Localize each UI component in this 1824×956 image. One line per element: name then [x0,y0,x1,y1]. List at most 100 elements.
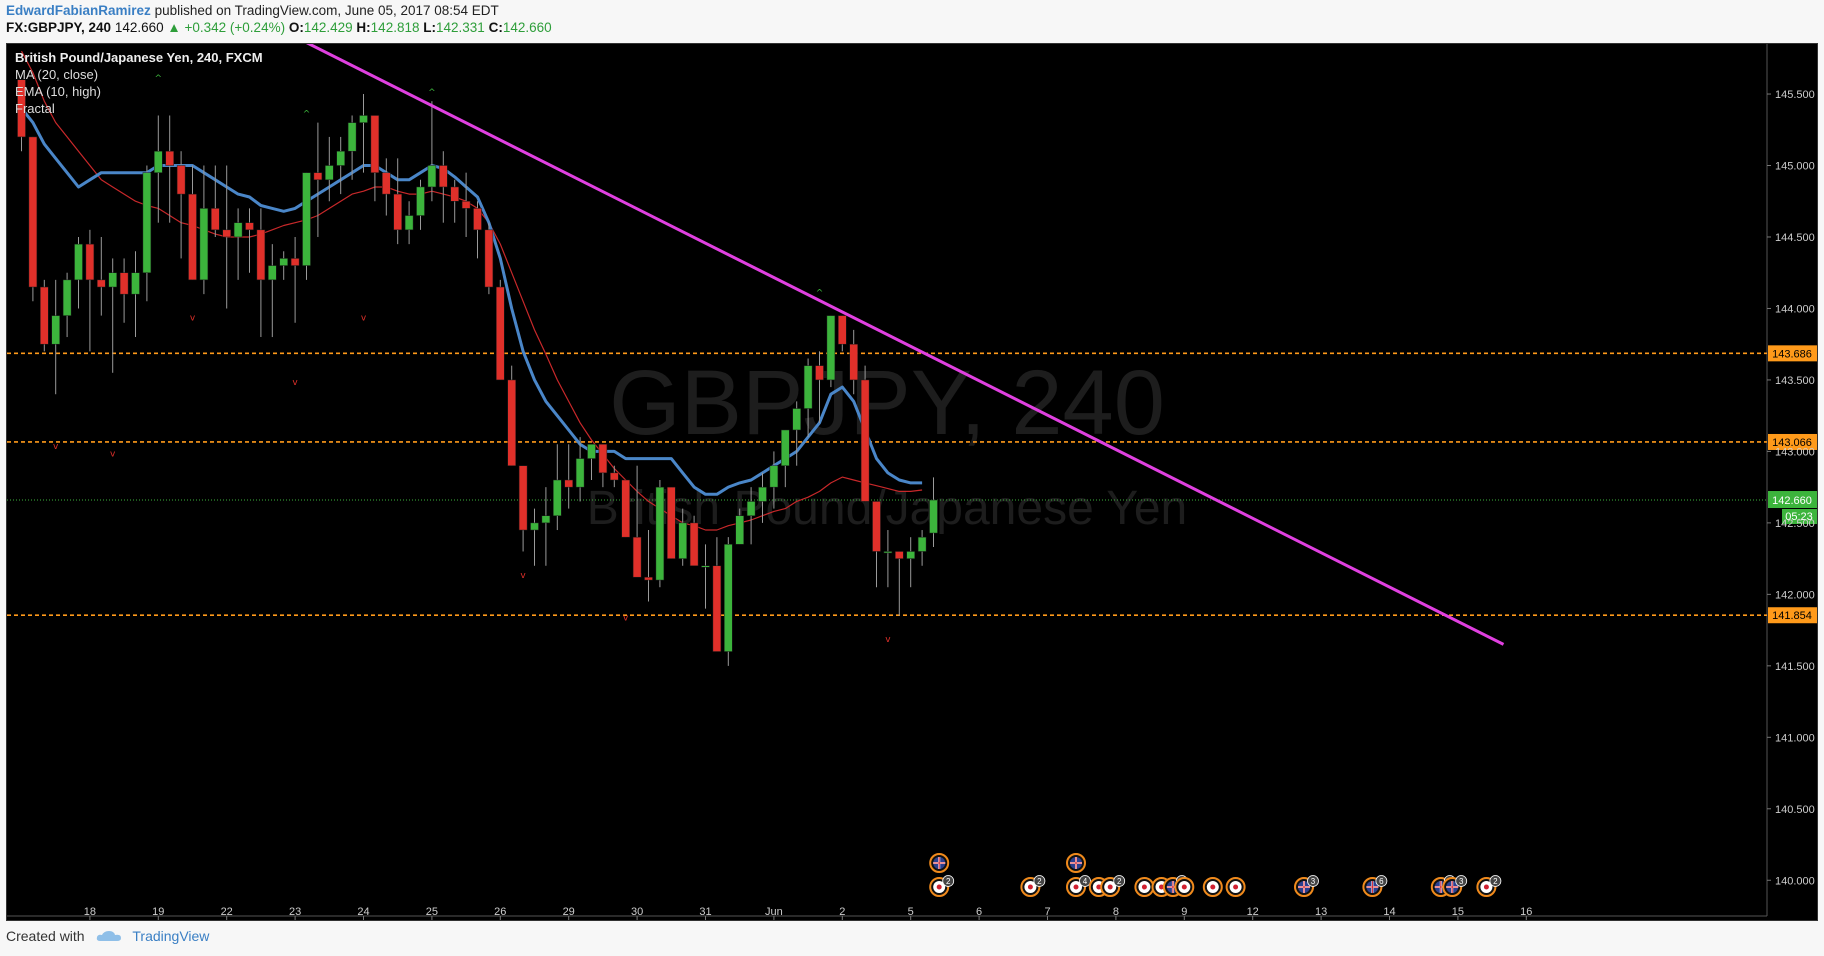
fractal-up-marker: ^ [428,88,436,98]
candle-body [575,458,585,488]
x-tick-label: 24 [357,906,369,918]
level-price-tag [1768,433,1817,450]
fractal-down-marker: v [53,442,59,452]
candle-body [496,286,505,381]
legend-fractal[interactable]: Fractal [15,101,55,116]
candle [256,208,266,338]
candle [199,165,209,295]
jp-event-icon: 2 [1476,875,1502,897]
candle [416,179,425,230]
candle-body [644,576,653,581]
jp-flag-dot [1073,884,1079,890]
candle-body [484,229,494,288]
jp-flag-dot [1181,884,1187,890]
candle-body [347,122,357,152]
high-label: H: [356,20,371,35]
candle-body [290,258,300,266]
uk-event-icon: 3 [1442,875,1468,897]
event-count-label: 3 [1311,877,1316,886]
candle [325,136,334,202]
y-tick-label: 143.500 [1775,375,1815,387]
candle [290,236,300,323]
candle-body [256,229,266,281]
fractal-down-marker: v [885,635,891,645]
candle-body [233,222,243,238]
candle [667,486,676,559]
candle-body [746,501,756,516]
event-count-badge [1307,875,1319,887]
candle [393,158,402,245]
footer: Created with TradingView [6,928,209,944]
fractal-down-marker: v [110,449,116,459]
event-count-badge [1489,875,1502,887]
candle [644,530,653,602]
candle [473,201,482,259]
author-link[interactable]: EdwardFabianRamirez [6,3,151,18]
publish-info: EdwardFabianRamirez published on Trading… [6,3,499,23]
candle-body [507,379,516,466]
candle [883,530,893,588]
legend-ma[interactable]: MA (20, close) [15,67,99,82]
jp-flag-dot [1210,884,1216,890]
candle-body [564,479,573,488]
price-change: ▲ +0.342 (+0.24%) [167,20,286,35]
high-value: 142.818 [370,20,420,35]
chart-legend: British Pound/Japanese Yen, 240, FXCM MA… [15,49,263,117]
x-tick-label: Jun [765,906,783,918]
low-label: L: [423,20,436,35]
candle [40,279,49,352]
candle [313,122,323,237]
candle [689,515,699,567]
y-tick-label: 140.000 [1775,875,1815,887]
x-tick-label: 15 [1452,906,1464,918]
candle [872,501,881,588]
jp-event-icon: 2 [929,875,955,897]
candle [712,537,722,652]
open-label: O: [288,20,304,35]
uk-event-icon [929,853,950,873]
candle-body [712,565,722,652]
x-tick-label: 6 [976,906,982,918]
candle-body [370,115,380,173]
candle-body [689,522,699,567]
candle-body [587,444,596,459]
candle [427,101,437,202]
tradingview-link[interactable]: TradingView [132,928,210,944]
x-tick-label: 14 [1383,906,1395,918]
jp-flag-dot [1096,884,1102,890]
legend-title: British Pound/Japanese Yen, 240, FXCM [15,50,263,65]
candle-body [826,315,836,381]
candle-body [199,208,209,281]
candle-body [724,544,733,652]
candle-body [632,536,642,578]
x-tick-label: 5 [908,906,914,918]
candle-body [655,486,665,581]
x-tick-label: 22 [221,906,233,918]
candle [154,115,163,223]
candle [803,358,813,438]
candle [735,508,744,545]
jp-event-icon [1202,877,1223,897]
x-tick-label: 16 [1520,906,1532,918]
y-tick-label: 141.000 [1775,732,1815,744]
current-price-label: 142.660 [1772,495,1812,507]
candle-body [142,172,152,273]
candle-body [325,165,334,181]
x-tick-label: 8 [1113,906,1119,918]
candle [518,465,528,552]
candle-body [667,486,676,559]
chart-panel[interactable]: GBPJPY, 240 British Pound/Japanese Yen 14… [6,43,1818,921]
legend-ema[interactable]: EMA (10, high) [15,84,101,99]
y-tick-label: 145.500 [1775,89,1815,101]
candle-body [450,186,459,202]
candle [849,329,858,395]
y-tick-label: 143.000 [1775,446,1815,458]
candle [245,208,254,273]
low-value: 142.331 [436,20,485,35]
candle [347,115,357,180]
candle-body [74,243,83,281]
candle [336,136,345,195]
y-tick-label: 142.000 [1775,589,1815,601]
candle-body [541,515,551,524]
price-chart[interactable]: GBPJPY, 240 British Pound/Japanese Yen 14… [7,44,1817,920]
